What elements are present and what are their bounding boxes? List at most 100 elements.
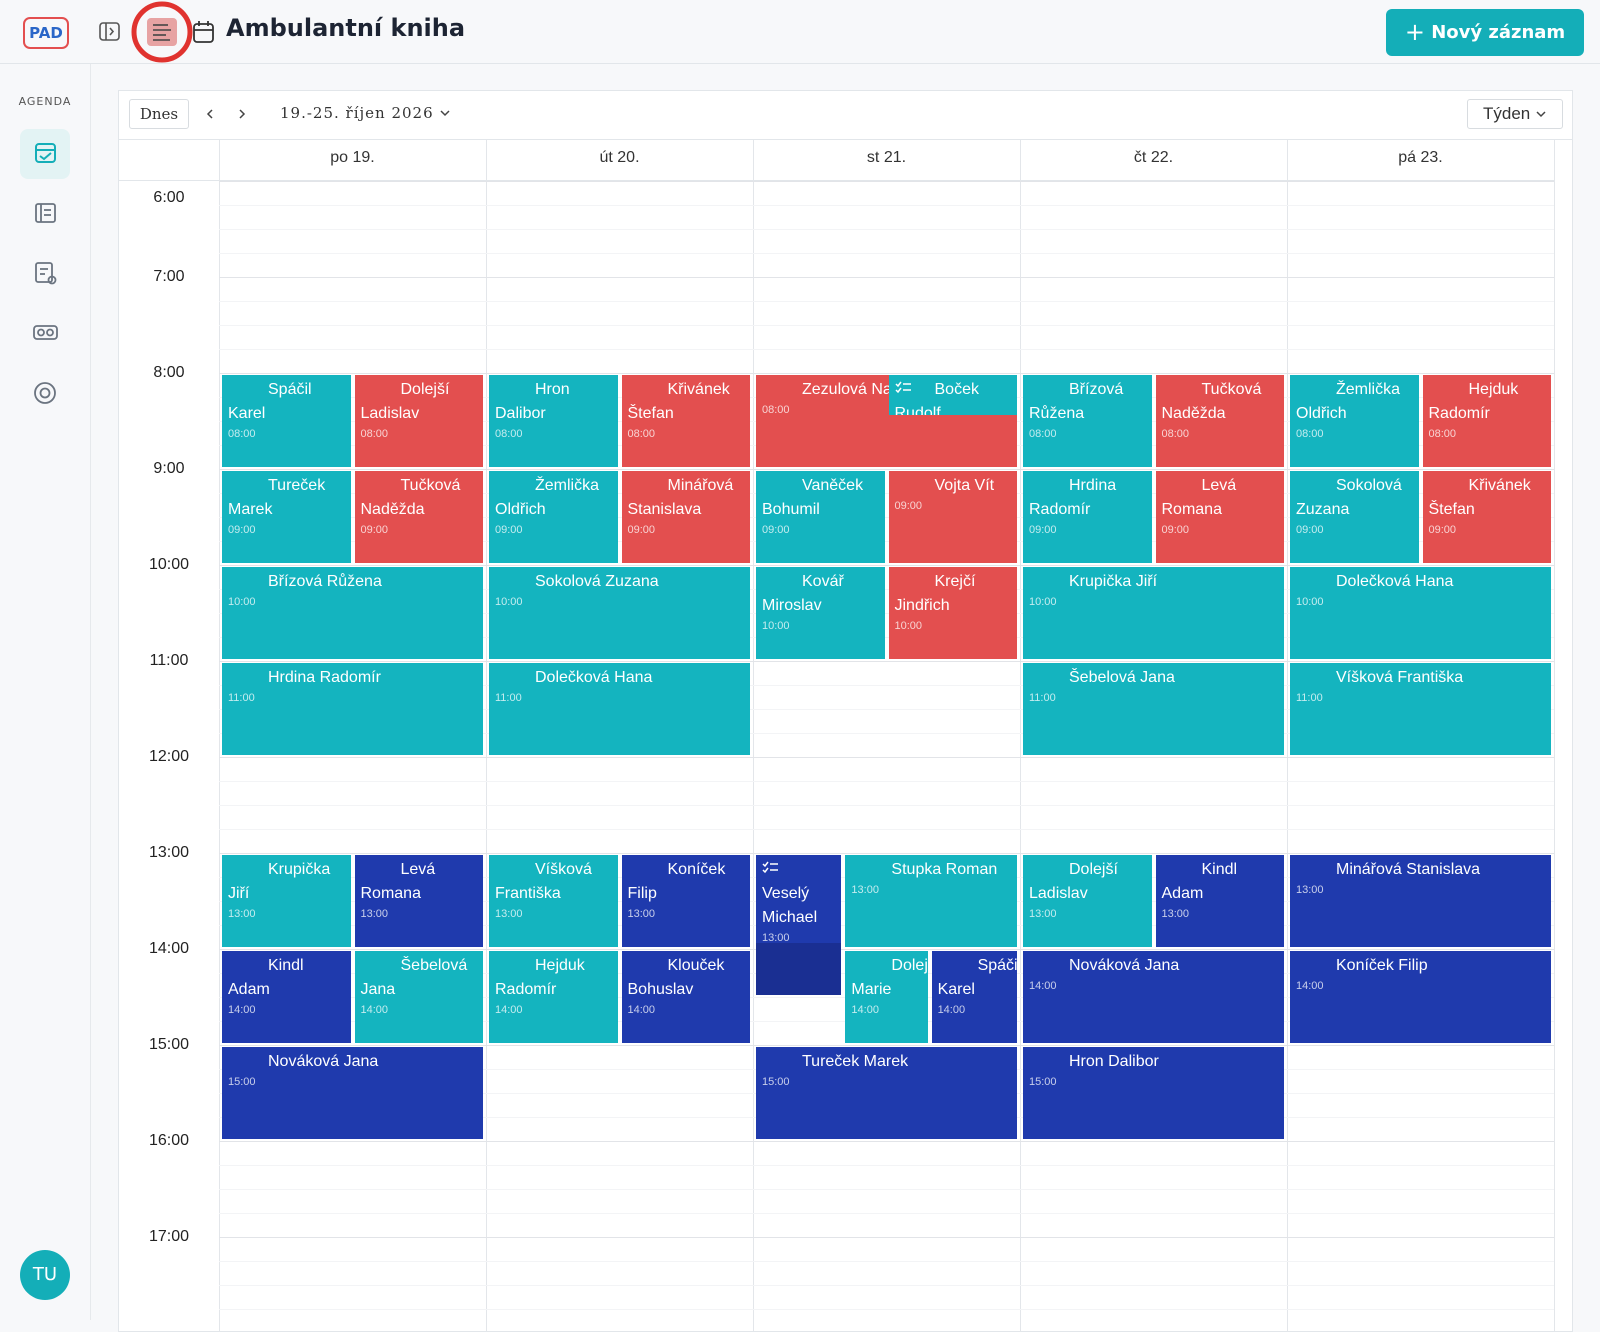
hour-label: 12:00 [148,748,190,765]
event[interactable]: Tučková Naděžda 08:00 [1155,375,1284,467]
event[interactable]: Víšková Františka 13:00 [489,855,618,947]
today-button[interactable]: Dnes [129,99,189,129]
event[interactable]: Sokolová Zuzana 10:00 [489,567,750,659]
event-name: Břízová Růžena [268,573,382,590]
new-record-label: Nový záznam [1431,22,1566,43]
event-name: Tučková Naděžda [360,477,461,518]
event[interactable]: Klouček Bohuslav 14:00 [621,951,750,1043]
event[interactable]: Víšková Františka 11:00 [1290,663,1551,755]
event-time: 14:00 [851,1004,879,1016]
column-line [1554,140,1555,1331]
event-time: 09:00 [627,524,656,536]
user-avatar[interactable]: TU [20,1250,70,1300]
event[interactable]: Boček Rudolf [888,375,1017,416]
event-name: Minářová Stanislava [1336,861,1481,878]
event-name: Žemlička Oldřich [1296,381,1401,422]
event[interactable]: Kovář Miroslav 10:00 [756,567,885,659]
chevron [1536,111,1546,118]
sidebar-toggle-icon[interactable] [98,21,122,43]
event[interactable]: Tureček Marek 15:00 [756,1047,1017,1139]
event[interactable]: Koníček Filip 14:00 [1290,951,1551,1043]
hour-label: 8:00 [153,364,185,381]
event[interactable]: Kindl Adam 13:00 [1155,855,1284,947]
event[interactable]: Křivánek Štefan 08:00 [621,375,750,467]
day-header: po 19. [330,149,375,166]
column-line [753,140,754,1331]
quarter-line [219,709,1554,710]
event-time: 14:00 [495,1004,523,1016]
event[interactable]: Hron Dalibor 08:00 [489,375,618,467]
new-record-button[interactable]: + Nový záznam [1386,9,1584,56]
active-nav-item[interactable] [20,129,70,179]
event[interactable]: Nováková Jana 14:00 [1023,951,1284,1043]
event[interactable]: Sokolová Zuzana 09:00 [1290,471,1419,563]
event[interactable]: Krupička Jiří 10:00 [1023,567,1284,659]
event[interactable]: Žemlička Oldřich 09:00 [489,471,618,563]
event[interactable]: Koníček Filip 13:00 [621,855,750,947]
nav-arrows[interactable] [205,105,255,123]
event[interactable]: Šebelová Jana 11:00 [1023,663,1284,755]
event[interactable]: Hron Dalibor 15:00 [1023,1047,1284,1139]
event[interactable]: Vojta Vít 09:00 [888,471,1017,563]
event[interactable]: Dolečková Hana 11:00 [489,663,750,755]
date-range[interactable]: 19.-25. říjen 2026 [280,104,451,122]
event[interactable]: Dolejší Marie 14:00 [845,951,928,1043]
logo[interactable]: PAD [23,17,69,49]
event[interactable]: Krupička Jiří 13:00 [222,855,351,947]
week-grid: po 19. út 20. st 21. čt 22. pá 23. 6:00 7:00 8:… [119,91,1572,1331]
event-time: 13:00 [228,908,256,920]
event-time: 08:00 [495,428,523,440]
quarter-line [219,1165,1554,1166]
event[interactable]: Křivánek Štefan 09:00 [1422,471,1551,563]
event-name: Krupička Jiří [228,861,331,902]
event[interactable]: Břízová Růžena 10:00 [222,567,483,659]
event[interactable]: Tučková Naděžda 09:00 [354,471,483,563]
event[interactable]: Tureček Marek 09:00 [222,471,351,563]
event-name: Šebelová Jana [1069,669,1175,686]
event[interactable]: Kindl Adam 14:00 [222,951,351,1043]
event[interactable]: Minářová Stanislava 13:00 [1290,855,1551,947]
event-time: 11:00 [495,692,522,704]
event[interactable]: Hrdina Radomír 11:00 [222,663,483,755]
event[interactable]: Dolečková Hana 10:00 [1290,567,1551,659]
event[interactable]: Hejduk Radomír 08:00 [1422,375,1551,467]
event[interactable]: Levá Romana 13:00 [354,855,483,947]
event[interactable]: Dolejší Ladislav 08:00 [354,375,483,467]
event[interactable]: Vaněček Bohumil 09:00 [756,471,885,563]
event-name: Břízová Růžena [1029,381,1124,422]
event-name: Křivánek Štefan [1428,477,1531,518]
day-header: čt 22. [1133,149,1174,166]
event-name: Levá Romana [360,861,436,902]
page-title: Ambulantní kniha [226,14,466,42]
event[interactable]: Hrdina Radomír 09:00 [1023,471,1152,563]
event[interactable]: Nováková Jana 15:00 [222,1047,483,1139]
event-name: Minářová Stanislava [627,477,734,518]
highlighted-list-button[interactable] [130,1,194,65]
event[interactable]: Žemlička Oldřich 08:00 [1290,375,1419,467]
event[interactable]: Hejduk Radomír 14:00 [489,951,618,1043]
hour-line [219,469,1554,470]
event[interactable]: Spáčil Karel 08:00 [222,375,351,467]
event[interactable]: Dolejší Ladislav 13:00 [1023,855,1152,947]
event-name: Spáčil Karel [937,957,1017,998]
top-bar [0,0,1600,64]
event[interactable]: Šebelová Jana 14:00 [354,951,483,1043]
event[interactable]: Minářová Stanislava 09:00 [621,471,750,563]
event[interactable]: Krejčí Jindřich 10:00 [888,567,1017,659]
event-name: Krejčí Jindřich [894,573,976,614]
event[interactable]: Spáčil Karel 14:00 [931,951,1017,1043]
view-select[interactable]: Týden [1467,99,1563,129]
event[interactable]: Veselý Michael 13:00 [756,855,842,995]
event-time: 11:00 [228,692,255,704]
event-time: 10:00 [228,596,256,608]
event-name: Kindl Adam [1161,861,1238,902]
quarter-line [219,637,1554,638]
event[interactable]: Levá Romana 09:00 [1155,471,1284,563]
event-time: 14:00 [937,1004,966,1016]
event[interactable]: Stupka Roman 13:00 [845,855,1017,947]
hour-line [219,853,1554,854]
event-name: Klouček Bohuslav [627,957,725,998]
event[interactable]: Břízová Růžena 08:00 [1023,375,1152,467]
column-line [486,140,487,1331]
event-name: Kindl Adam [228,957,304,998]
